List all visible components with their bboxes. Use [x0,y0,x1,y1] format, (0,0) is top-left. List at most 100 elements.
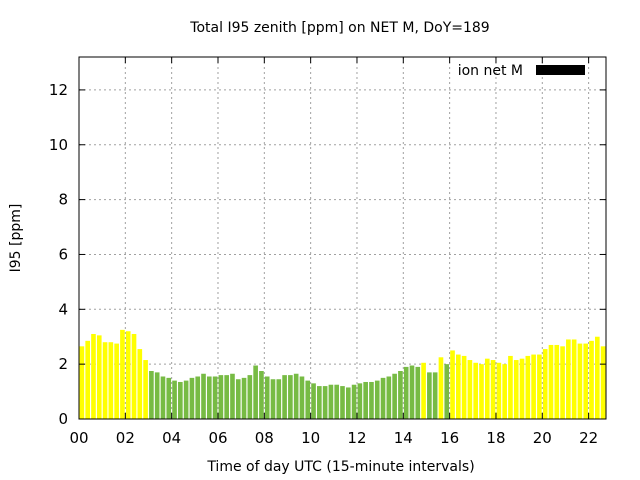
bar [473,362,479,419]
bar [444,364,450,419]
bar [363,381,368,419]
bar [566,339,571,419]
bar [490,360,496,419]
x-tick-label: 14 [394,429,413,447]
bar [525,355,531,419]
bar [125,331,131,419]
bar [334,384,340,419]
legend: ion net M [458,63,585,79]
bar [131,333,137,419]
bar [351,384,357,419]
x-tick-label: 18 [486,429,505,447]
x-tick-label: 22 [579,429,598,447]
bar [374,380,380,419]
bar [108,342,114,419]
bar [479,364,484,419]
bar [427,372,432,419]
bar [450,350,455,419]
bar [79,346,85,419]
bar [594,336,600,419]
bar [542,349,548,419]
bar [322,386,328,419]
y-tick-label: 2 [58,355,68,373]
bar [600,346,606,419]
y-tick-label: 0 [58,410,68,428]
bar [571,339,577,419]
bar [172,380,177,419]
y-tick-label: 12 [49,81,68,99]
bar [224,375,229,419]
bar [421,362,426,419]
bar [554,344,560,419]
bar [264,376,270,419]
y-tick-labels: 0 2 4 6 8 10 12 [49,81,68,428]
legend-label: ion net M [458,63,523,79]
bar [282,375,287,419]
bar [143,360,148,419]
bar [114,343,119,419]
bar [259,371,264,419]
bar [432,372,438,419]
grid-lines [79,57,606,419]
x-tick-label: 08 [255,429,274,447]
x-axis-label: Time of day UTC (15-minute intervals) [206,459,474,475]
bar [276,379,282,419]
bar [519,358,525,419]
x-tick-label: 10 [301,429,320,447]
bar [531,354,536,419]
bar [120,329,125,419]
bar [241,377,247,419]
bar [340,386,345,419]
bar [484,358,490,419]
bar-series [79,329,606,419]
legend-swatch [536,65,585,75]
bar [583,343,589,419]
y-axis-label: I95 [ppm] [8,204,24,273]
bar [183,380,189,419]
bar [380,377,386,419]
bar [357,383,363,419]
bar [537,354,542,419]
bar [496,362,502,419]
y-tick-label: 8 [58,191,68,209]
bar [299,376,305,419]
bar [392,373,397,419]
bar [577,343,583,419]
bar [247,375,253,419]
bar [461,355,467,419]
bar [137,349,143,419]
bar [403,366,409,419]
bar [154,372,160,419]
bar [467,360,473,419]
bar [160,376,166,419]
x-tick-label: 20 [533,429,552,447]
bar [201,373,206,419]
bar [508,355,513,419]
chart-title: Total I95 zenith [ppm] on NET M, DoY=189 [189,20,489,36]
x-tick-labels: 00 02 04 06 08 10 12 14 16 18 20 22 [69,429,598,447]
bar [85,340,91,419]
bar [386,376,392,419]
x-tick-label: 04 [162,429,181,447]
y-tick-label: 4 [58,300,68,318]
bar [91,333,96,419]
bar [149,371,154,419]
bar [253,365,258,419]
bar [456,354,461,419]
bar [317,386,322,419]
bar [409,365,415,419]
bar [369,381,374,419]
y-tick-label: 10 [49,136,68,154]
bar [270,379,276,419]
bar [102,342,108,419]
bar [345,387,351,419]
bar [548,344,554,419]
x-tick-label: 00 [69,429,88,447]
bar [235,379,241,419]
bar [438,357,444,419]
bar [328,384,334,419]
bar [288,375,293,419]
bar [305,380,311,419]
bar [218,375,224,419]
